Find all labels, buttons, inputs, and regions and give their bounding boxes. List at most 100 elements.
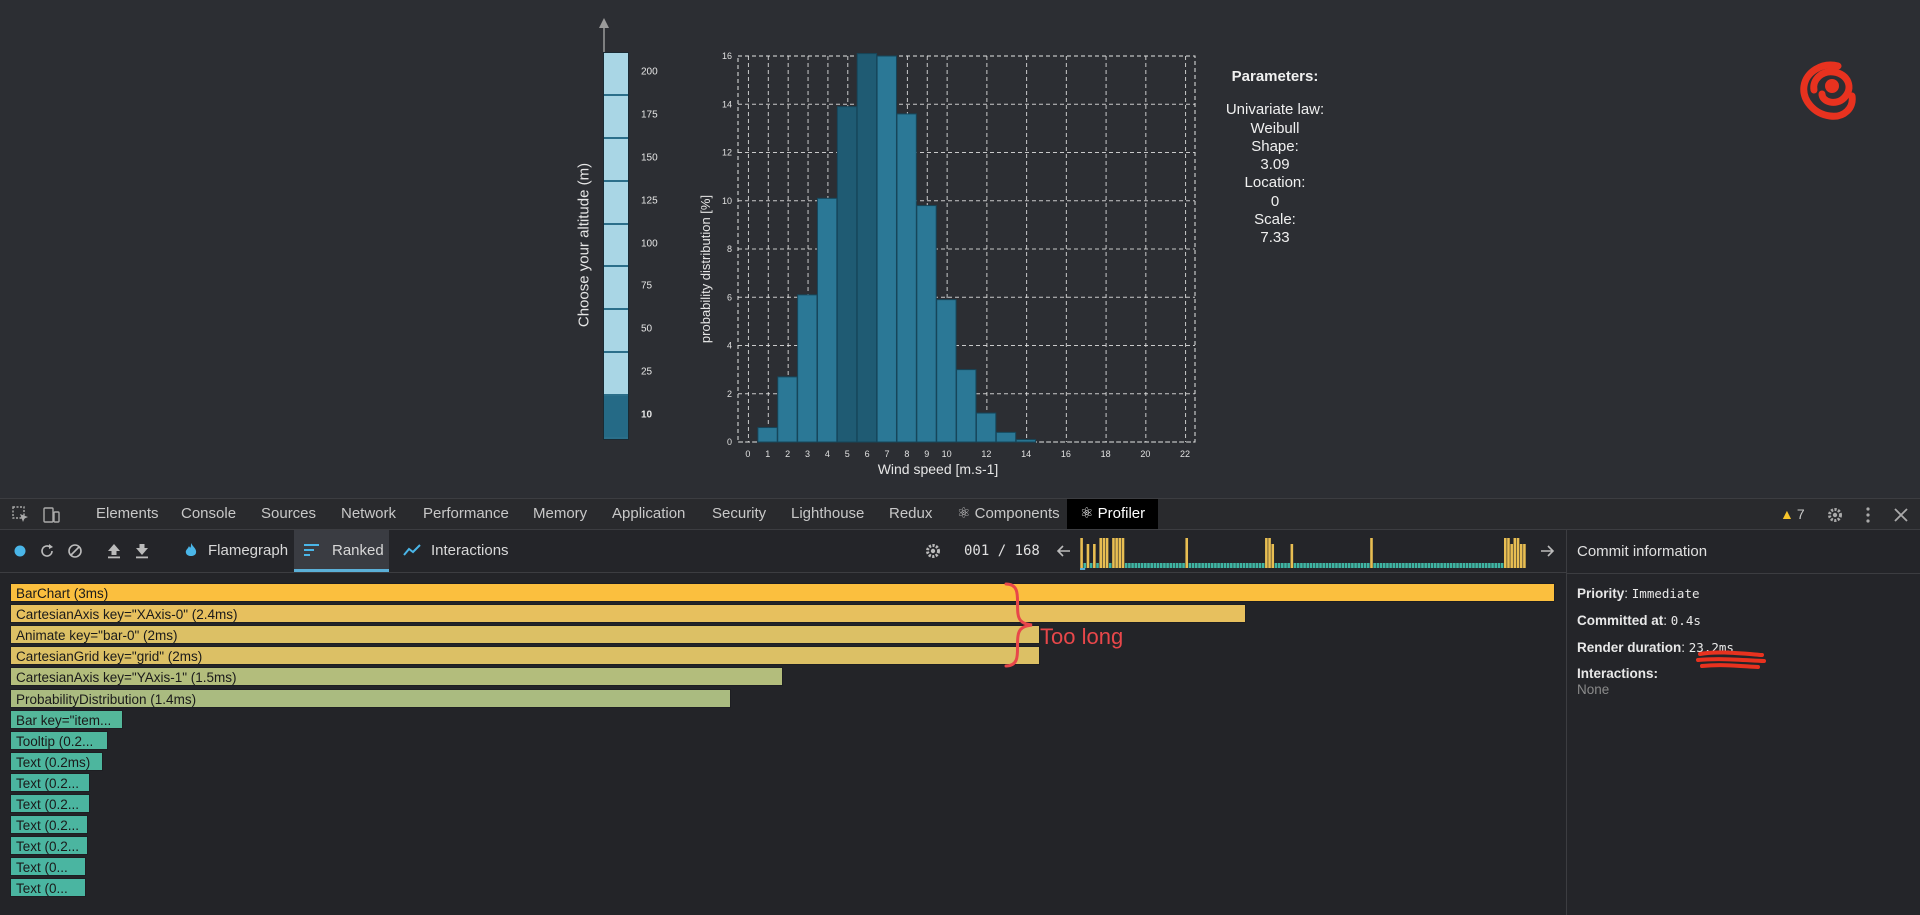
commit-bar[interactable] bbox=[1437, 563, 1440, 568]
commit-bar[interactable] bbox=[1230, 563, 1233, 568]
commit-bar[interactable] bbox=[1319, 563, 1322, 568]
commit-bar[interactable] bbox=[1233, 563, 1236, 568]
commit-bar[interactable] bbox=[1468, 563, 1472, 568]
commit-bar[interactable] bbox=[1099, 538, 1102, 568]
ranked-bar[interactable]: Text (0.2... bbox=[10, 815, 88, 835]
commit-bar[interactable] bbox=[1449, 563, 1453, 568]
commit-bar[interactable] bbox=[1500, 563, 1504, 568]
commit-bar[interactable] bbox=[1255, 563, 1259, 568]
commit-bar[interactable] bbox=[1347, 563, 1351, 568]
histogram-bar[interactable] bbox=[995, 431, 1017, 443]
clear-icon[interactable] bbox=[66, 542, 84, 560]
commit-bar[interactable] bbox=[1147, 563, 1150, 568]
histogram-bar[interactable] bbox=[856, 53, 878, 443]
commit-bar[interactable] bbox=[1344, 563, 1348, 568]
settings-gear-icon[interactable] bbox=[1826, 506, 1844, 524]
commit-bar[interactable] bbox=[1153, 563, 1157, 568]
histogram-bar[interactable] bbox=[757, 427, 778, 443]
commit-bar[interactable] bbox=[1242, 563, 1246, 568]
tab-components[interactable]: ⚛ Components bbox=[957, 505, 1060, 522]
histogram-bar[interactable] bbox=[936, 299, 957, 443]
tab-redux[interactable]: Redux bbox=[889, 505, 933, 522]
commit-bar[interactable] bbox=[1465, 563, 1469, 568]
tab-flamegraph[interactable]: Flamegraph bbox=[174, 530, 298, 572]
commit-bar[interactable] bbox=[1150, 563, 1153, 568]
tab-performance[interactable]: Performance bbox=[423, 505, 509, 522]
commit-bar[interactable] bbox=[1268, 538, 1271, 568]
commit-bar[interactable] bbox=[1389, 563, 1392, 568]
commit-bar[interactable] bbox=[1360, 563, 1364, 568]
commit-bar[interactable] bbox=[1446, 563, 1450, 568]
commit-bar[interactable] bbox=[1303, 563, 1306, 568]
ranked-bar[interactable]: Text (0... bbox=[10, 857, 86, 877]
commit-bar[interactable] bbox=[1274, 563, 1278, 568]
commit-bar[interactable] bbox=[1408, 563, 1412, 568]
commit-bar[interactable] bbox=[1440, 563, 1443, 568]
commit-bar[interactable] bbox=[1316, 563, 1319, 568]
commit-bar[interactable] bbox=[1182, 563, 1185, 568]
altitude-option[interactable] bbox=[604, 181, 628, 225]
commit-bar[interactable] bbox=[1338, 563, 1341, 568]
ranked-bar[interactable]: CartesianGrid key="grid" (2ms) bbox=[10, 646, 1040, 666]
close-icon[interactable] bbox=[1892, 506, 1910, 524]
commit-bar[interactable] bbox=[1507, 538, 1510, 568]
tab-elements[interactable]: Elements bbox=[96, 505, 159, 522]
histogram-bar[interactable] bbox=[975, 412, 997, 443]
commit-bar[interactable] bbox=[1370, 538, 1373, 568]
commit-bar[interactable] bbox=[1226, 563, 1230, 568]
commit-bar[interactable] bbox=[1516, 538, 1520, 568]
profiler-settings-icon[interactable] bbox=[924, 542, 942, 560]
commit-bar[interactable] bbox=[1121, 538, 1125, 568]
commit-bar[interactable] bbox=[1411, 563, 1415, 568]
ranked-bar[interactable]: Bar key="item... bbox=[10, 709, 123, 729]
altitude-option[interactable] bbox=[604, 267, 628, 311]
ranked-bar[interactable]: Text (0.2... bbox=[10, 794, 90, 813]
histogram-bar[interactable] bbox=[836, 106, 858, 443]
commit-bar[interactable] bbox=[1379, 563, 1383, 568]
commit-bar[interactable] bbox=[1128, 563, 1131, 568]
commit-bar[interactable] bbox=[1105, 538, 1109, 568]
commit-bar[interactable] bbox=[1363, 563, 1367, 568]
histogram-bar[interactable] bbox=[876, 55, 897, 443]
commit-bar[interactable] bbox=[1207, 563, 1211, 568]
commit-bar[interactable] bbox=[1373, 563, 1376, 568]
histogram-bar[interactable] bbox=[916, 205, 937, 443]
commit-bar[interactable] bbox=[1252, 563, 1255, 568]
download-icon[interactable] bbox=[133, 542, 151, 560]
commit-bar[interactable] bbox=[1354, 563, 1357, 568]
commit-bar[interactable] bbox=[1488, 563, 1491, 568]
commit-bar[interactable] bbox=[1191, 563, 1195, 568]
commit-bar[interactable] bbox=[1159, 563, 1163, 568]
warnings-badge[interactable]: ▲ 7 bbox=[1780, 499, 1805, 529]
commit-bar[interactable] bbox=[1265, 538, 1268, 568]
commit-bar[interactable] bbox=[1108, 563, 1112, 568]
commit-bar[interactable] bbox=[1405, 563, 1408, 568]
commit-bar[interactable] bbox=[1096, 563, 1099, 568]
commit-bar[interactable] bbox=[1210, 563, 1214, 568]
commit-bar[interactable] bbox=[1459, 563, 1462, 568]
commit-bar[interactable] bbox=[1163, 563, 1166, 568]
tab-console[interactable]: Console bbox=[181, 505, 237, 522]
commit-bar[interactable] bbox=[1089, 563, 1093, 568]
inspect-element-icon[interactable] bbox=[12, 506, 30, 524]
ranked-bar[interactable]: Tooltip (0.2... bbox=[10, 730, 108, 750]
altitude-option[interactable] bbox=[604, 95, 628, 139]
device-toolbar-icon[interactable] bbox=[42, 506, 60, 524]
commit-bar[interactable] bbox=[1261, 563, 1265, 568]
commit-bar[interactable] bbox=[1325, 563, 1329, 568]
commit-bar[interactable] bbox=[1245, 563, 1249, 568]
commit-bar[interactable] bbox=[1293, 563, 1297, 568]
commit-bar[interactable] bbox=[1322, 563, 1325, 568]
commit-bar[interactable] bbox=[1172, 563, 1176, 568]
commit-bar[interactable] bbox=[1175, 563, 1179, 568]
commit-bar[interactable] bbox=[1306, 563, 1310, 568]
altitude-option[interactable] bbox=[604, 353, 628, 397]
commit-bar[interactable] bbox=[1236, 563, 1239, 568]
histogram-bar[interactable] bbox=[956, 369, 977, 443]
commit-bar[interactable] bbox=[1462, 563, 1466, 568]
commit-bar[interactable] bbox=[1402, 563, 1405, 568]
commit-bar[interactable] bbox=[1131, 563, 1134, 568]
commit-bar[interactable] bbox=[1080, 538, 1083, 568]
altitude-option[interactable] bbox=[604, 224, 628, 268]
commit-bar[interactable] bbox=[1258, 563, 1262, 568]
